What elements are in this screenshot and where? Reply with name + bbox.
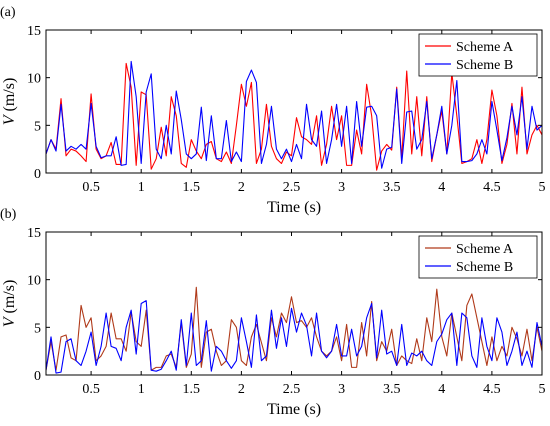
panel-b-plot-frame: [45, 231, 543, 376]
panel-a-x-axis-title: Time (s): [267, 199, 321, 216]
panel-a-legend-label-scheme-b: Scheme B: [456, 58, 513, 73]
panel-b-x-tick-label: 4: [438, 382, 445, 397]
panel-b-legend-label-scheme-b: Scheme B: [456, 260, 513, 275]
panel-a-legend: Scheme A Scheme B: [418, 33, 538, 77]
panel-b-series-scheme-a-line: [46, 286, 542, 371]
panel-b-legend-label-scheme-a: Scheme A: [456, 242, 514, 257]
panel-b-x-tick-label: 3.5: [383, 382, 401, 397]
panel-b-x-tick-label: 0.5: [82, 382, 100, 397]
panel-b-x-tick-label: 5: [539, 382, 546, 397]
panel-b-legend: Scheme A Scheme B: [418, 235, 538, 279]
panel-b-x-tick-label: 2.5: [283, 382, 301, 397]
panel-b-y-axis-title: V (m/s): [1, 280, 18, 328]
panel-a-x-tick-label: 0.5: [82, 180, 100, 195]
panel-a: (a) 0.5 1 1.5 2 2.5 3 3.5 4 4.5 5 0 5 10 15 Time (s)…: [0, 5, 546, 216]
panel-b-x-tick-label: 3: [338, 382, 345, 397]
panel-b-y-tick-label: 5: [34, 321, 41, 336]
panel-a-label: (a): [0, 5, 16, 20]
panel-b-x-tick-label: 1.5: [183, 382, 201, 397]
panel-a-series-lines: [46, 60, 542, 171]
panel-a-x-tick-label: 2.5: [283, 180, 301, 195]
panel-a-legend-label-scheme-a: Scheme A: [456, 40, 514, 55]
panel-a-plot-frame: [45, 29, 543, 174]
panel-a-x-axis: 0.5 1 1.5 2 2.5 3 3.5 4 4.5 5: [82, 30, 546, 195]
panel-a-y-tick-label: 0: [34, 167, 41, 182]
panel-a-x-tick-label: 1.5: [183, 180, 201, 195]
panel-b-y-axis: 0 5 10 15: [27, 226, 542, 384]
panel-b: (b) 0.5 1 1.5 2 2.5 3 3.5 4 4.5 5 0 5 10 15 Time (s)…: [0, 207, 546, 418]
panel-a-series-scheme-b-line: [46, 60, 542, 169]
panel-a-x-tick-label: 2: [238, 180, 245, 195]
panel-a-x-tick-label: 4.5: [483, 180, 501, 195]
panel-a-x-tick-label: 3.5: [383, 180, 401, 195]
panel-b-x-axis: 0.5 1 1.5 2 2.5 3 3.5 4 4.5 5: [82, 232, 546, 397]
panel-b-y-tick-label: 15: [27, 226, 41, 241]
panel-a-y-axis-title: V (m/s): [1, 78, 18, 126]
panel-b-series-scheme-b-line: [46, 300, 542, 374]
panel-b-x-tick-label: 4.5: [483, 382, 501, 397]
panel-b-y-tick-label: 10: [27, 274, 41, 289]
panel-b-x-axis-title: Time (s): [267, 401, 321, 418]
panel-a-y-tick-label: 10: [27, 72, 41, 87]
panel-b-series-lines: [46, 286, 542, 374]
panel-b-x-tick-label: 1: [138, 382, 145, 397]
panel-a-y-axis: 0 5 10 15: [27, 24, 542, 182]
panel-b-legend-box: [418, 235, 538, 279]
panel-b-y-tick-label: 0: [34, 369, 41, 384]
panel-b-label: (b): [0, 207, 17, 222]
panel-a-series-scheme-a-line: [46, 62, 542, 171]
panel-a-y-tick-label: 15: [27, 24, 41, 39]
panel-a-x-tick-label: 3: [338, 180, 345, 195]
panel-a-x-tick-label: 5: [539, 180, 546, 195]
panel-a-legend-box: [418, 33, 538, 77]
panel-a-x-tick-label: 1: [138, 180, 145, 195]
panel-a-y-tick-label: 5: [34, 119, 41, 134]
panel-a-x-tick-label: 4: [438, 180, 445, 195]
panel-b-x-tick-label: 2: [238, 382, 245, 397]
